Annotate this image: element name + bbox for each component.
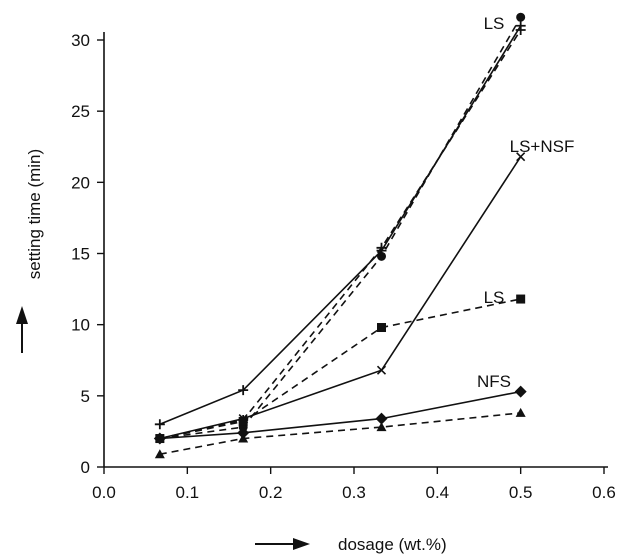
- series-label-0: LS: [484, 14, 505, 33]
- x-axis-title: dosage (wt.%): [338, 535, 447, 554]
- point-diamond: [153, 432, 166, 445]
- series-line: [159, 412, 521, 455]
- point-diamond: [375, 412, 388, 425]
- series-3: [155, 152, 526, 444]
- y-tick-label: 0: [81, 458, 90, 477]
- point-plus: [238, 385, 249, 396]
- x-tick-label: 0.5: [509, 483, 533, 502]
- point-square: [377, 323, 386, 333]
- axes: 0 5 10 15 20 25 30 0.0 0.1 0.2 0.3 0.4 0.5 0.6: [71, 31, 616, 502]
- series-label-2: LS: [484, 288, 505, 307]
- series-line: [159, 156, 522, 440]
- point-square: [238, 416, 248, 426]
- point-triangle: [154, 449, 165, 459]
- point-cross: [376, 365, 387, 375]
- y-axis-title: setting time (min): [25, 149, 44, 279]
- series-0: [155, 12, 526, 444]
- y-tick-label: 10: [71, 316, 90, 335]
- point-circle: [516, 12, 526, 22]
- y-tick-label: 20: [71, 173, 90, 192]
- point-triangle: [376, 422, 387, 432]
- series-label-3: NFS: [477, 372, 511, 391]
- series-line: [159, 29, 522, 440]
- point-diamond: [514, 385, 527, 398]
- y-tick-label: 25: [71, 102, 90, 121]
- point-plus: [376, 245, 387, 256]
- point-square: [516, 294, 526, 304]
- series-line: [159, 390, 521, 440]
- series-line: [159, 298, 521, 440]
- series-line: [159, 25, 522, 426]
- x-tick-label: 0.1: [176, 483, 200, 502]
- x-tick-label: 0.6: [592, 483, 616, 502]
- point-triangle: [515, 407, 526, 417]
- point-plus: [515, 20, 526, 31]
- y-tick-label: 5: [81, 387, 90, 406]
- point-cross: [516, 152, 526, 162]
- series-2: [154, 20, 526, 430]
- x-tick-label: 0.3: [342, 483, 366, 502]
- x-tick-label: 0.0: [92, 483, 116, 502]
- x-tick-label: 0.2: [259, 483, 283, 502]
- labels-layer: LS LS+NSF LS NFS: [477, 14, 574, 391]
- point-triangle: [238, 433, 249, 443]
- series-4: [155, 294, 526, 444]
- series-layer: [153, 12, 527, 459]
- x-axis-arrow-icon: [255, 538, 310, 550]
- y-axis-arrow-icon: [16, 306, 28, 353]
- point-diamond: [237, 426, 250, 439]
- y-tick-label: 15: [71, 245, 90, 264]
- y-tick-label: 30: [71, 31, 90, 50]
- series-label-1: LS+NSF: [510, 137, 575, 156]
- x-tick-label: 0.4: [426, 483, 450, 502]
- series-5: [153, 385, 527, 445]
- series-line: [159, 16, 522, 440]
- point-plus: [154, 419, 165, 430]
- series-6: [154, 407, 526, 459]
